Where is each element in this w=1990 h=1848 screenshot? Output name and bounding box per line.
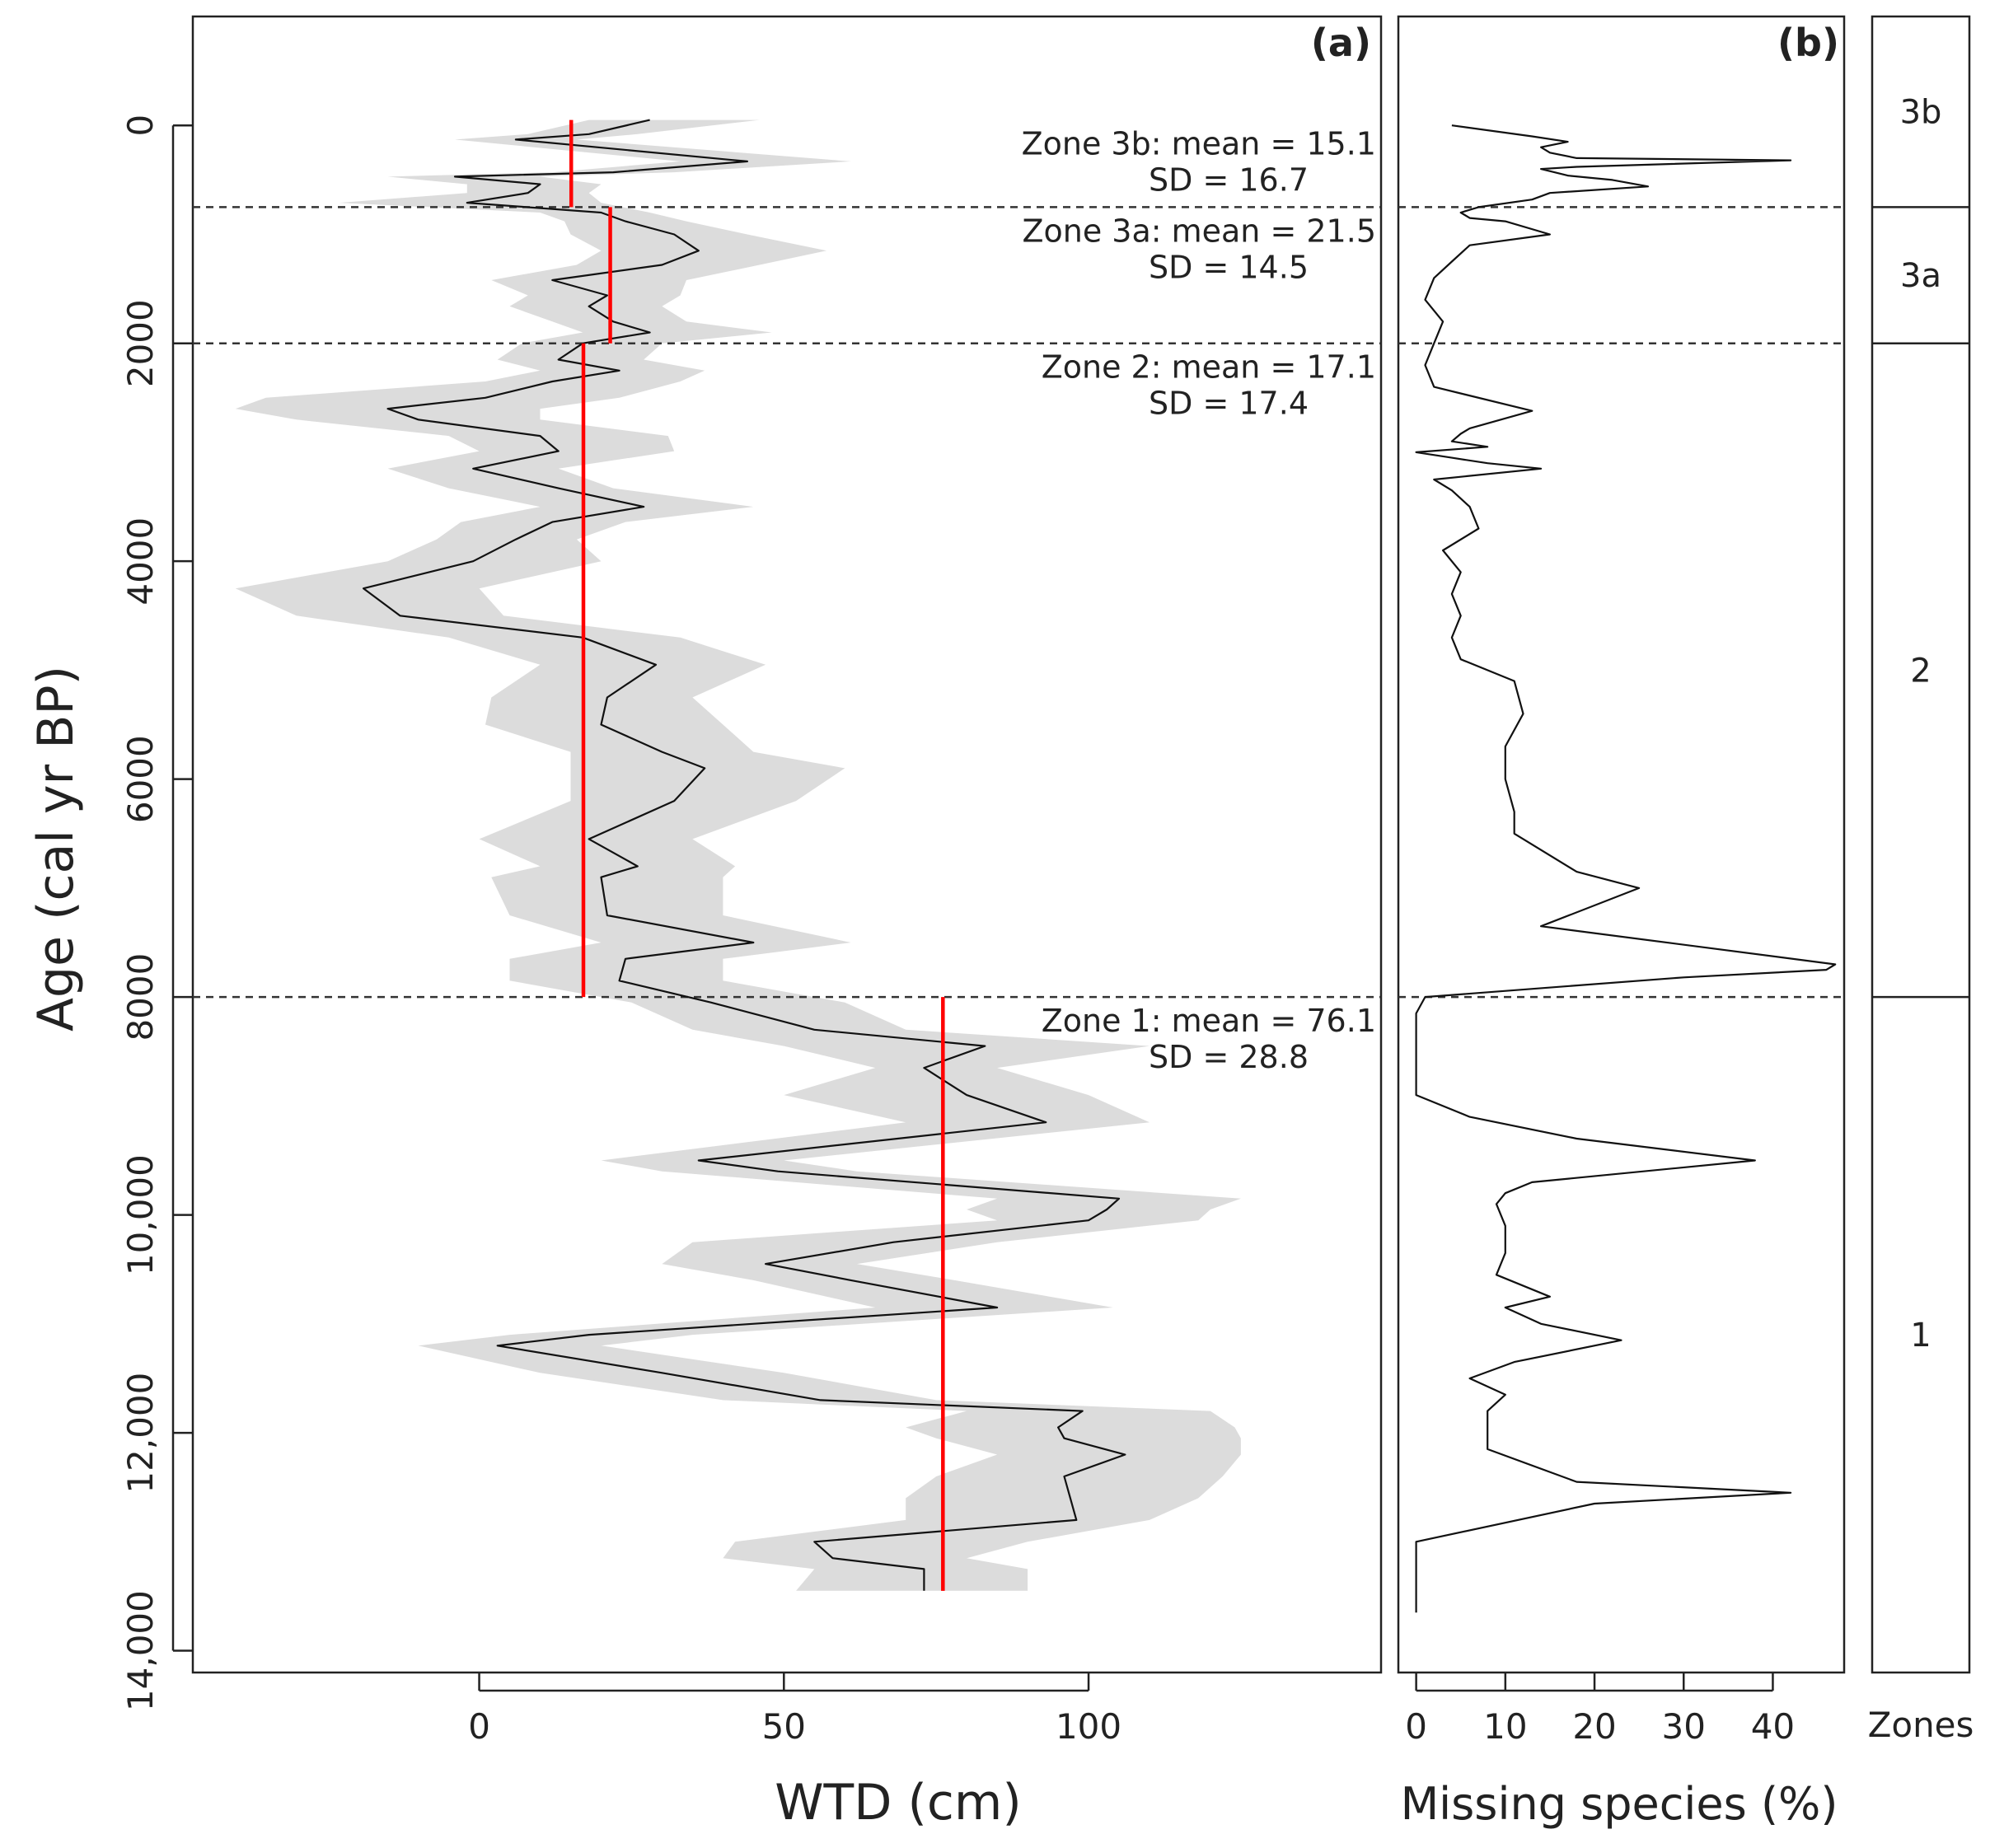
zones-axis-label: Zones [1868,1705,1974,1745]
wtd-uncertainty-band-layer [235,119,1241,1591]
y-axis-label: Age (cal yr BP) [27,666,85,1032]
zone-boundary-lines-b [1398,206,1844,999]
missing-species-series-layer [1415,124,1837,1613]
zone-label: 1 [1910,1317,1931,1354]
wtd-series-layer [363,119,1126,1591]
zone-mean-lines [569,119,945,1591]
zone-sd-annotation: SD = 17.4 [1149,386,1309,422]
x-tick-label-b: 40 [1751,1706,1795,1747]
x-tick-label-a: 0 [468,1706,490,1747]
missing-species-line [1415,124,1837,1613]
x-axis-label-b: Missing species (%) [1401,1778,1838,1830]
zone-sd-annotation: SD = 16.7 [1149,162,1309,199]
zone-sd-annotation: SD = 28.8 [1149,1039,1309,1075]
zone-mean-annotation: Zone 3a: mean = 21.5 [1022,213,1376,249]
panel-a-tag: (a) [1311,21,1371,65]
zone-boundary-lines-a [193,206,1381,999]
zones-frame [1871,15,1971,1674]
y-tick-label: 12,000 [120,1373,161,1494]
y-tick-label: 6000 [120,735,161,823]
zone-label: 2 [1910,652,1931,690]
x-tick-label-b: 20 [1572,1706,1616,1747]
zone-label: 3a [1900,257,1941,295]
y-tick-label: 4000 [120,517,161,606]
x-tick-label-b: 0 [1405,1706,1427,1747]
panel-b-frame [1397,15,1846,1674]
y-tick-label: 14,000 [120,1590,161,1711]
x-tick-label-b: 10 [1483,1706,1527,1747]
y-tick-label: 10,000 [120,1154,161,1275]
zone-mean-annotation: Zone 1: mean = 76.1 [1042,1003,1376,1039]
zone-sd-annotation: SD = 14.5 [1149,249,1309,285]
panel-b-tag: (b) [1777,21,1839,65]
zone-mean-annotation: Zone 3b: mean = 15.1 [1022,126,1376,162]
y-tick-label: 0 [120,115,161,137]
y-tick-label: 8000 [120,953,161,1041]
y-axis-ticks: 0 2000 4000 6000 8000 10,000 12,000 14,000 [120,115,193,1711]
zone-mean-annotation: Zone 2: mean = 17.1 [1042,349,1376,386]
zone-annotations: Zone 3b: mean = 15.1SD = 16.7 Zone 3a: me… [1022,126,1376,1076]
x-axis-ticks-b: 0 10 20 30 40 [1405,1673,1795,1747]
x-tick-label-b: 30 [1662,1706,1706,1747]
x-tick-label-a: 50 [762,1706,806,1747]
x-axis-ticks-a: 0 50 100 [468,1673,1121,1747]
panel-a-frame [191,15,1383,1674]
zone-label: 3b [1900,94,1942,132]
x-axis-label-a: WTD (cm) [775,1774,1022,1832]
zones-column: 3b 3a 2 1 [1872,94,1969,1354]
x-tick-label-a: 100 [1056,1706,1121,1747]
y-tick-label: 2000 [120,299,161,387]
wtd-series-line [363,119,1126,1591]
wtd-uncertainty-band [235,119,1241,1591]
